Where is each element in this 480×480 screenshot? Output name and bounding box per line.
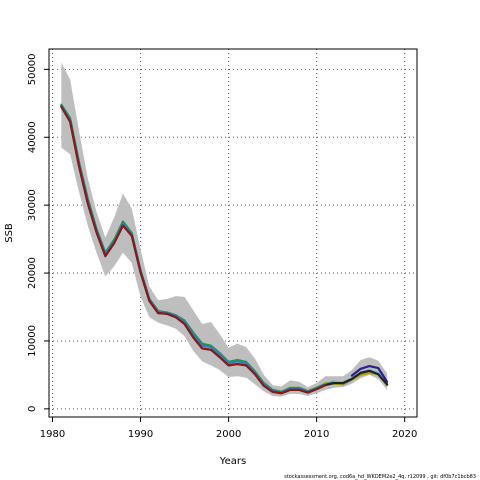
plot-frame — [48, 48, 418, 418]
y-tick-label: 20000 — [27, 257, 38, 289]
x-axis-title: Years — [219, 456, 246, 467]
x-tick-label: 2020 — [392, 429, 417, 440]
grid — [49, 49, 417, 417]
x-tick-label: 1980 — [40, 429, 65, 440]
series-line-8 — [60, 105, 327, 395]
x-tick-label: 2010 — [304, 429, 329, 440]
footer-credit: stockassessment.org, cod6a_hd_WKDEM2e2_4… — [284, 474, 476, 480]
y-tick-label: 30000 — [27, 189, 38, 221]
y-tick-label: 50000 — [27, 53, 38, 85]
x-axis: 1980 1990 2000 2010 2020 — [40, 417, 417, 440]
confidence-band-area — [61, 62, 388, 397]
series-line-6 — [350, 364, 389, 383]
confidence-band — [61, 62, 388, 397]
y-axis: 0 10000 20000 30000 40000 50000 — [27, 53, 49, 412]
x-tick-label: 2000 — [216, 429, 241, 440]
y-tick-label: 10000 — [27, 325, 38, 357]
y-tick-label: 40000 — [27, 121, 38, 153]
y-tick-label: 0 — [27, 406, 38, 412]
y-axis-title: SSB — [4, 223, 15, 243]
x-tick-label: 1990 — [128, 429, 153, 440]
series-lines — [60, 103, 389, 395]
